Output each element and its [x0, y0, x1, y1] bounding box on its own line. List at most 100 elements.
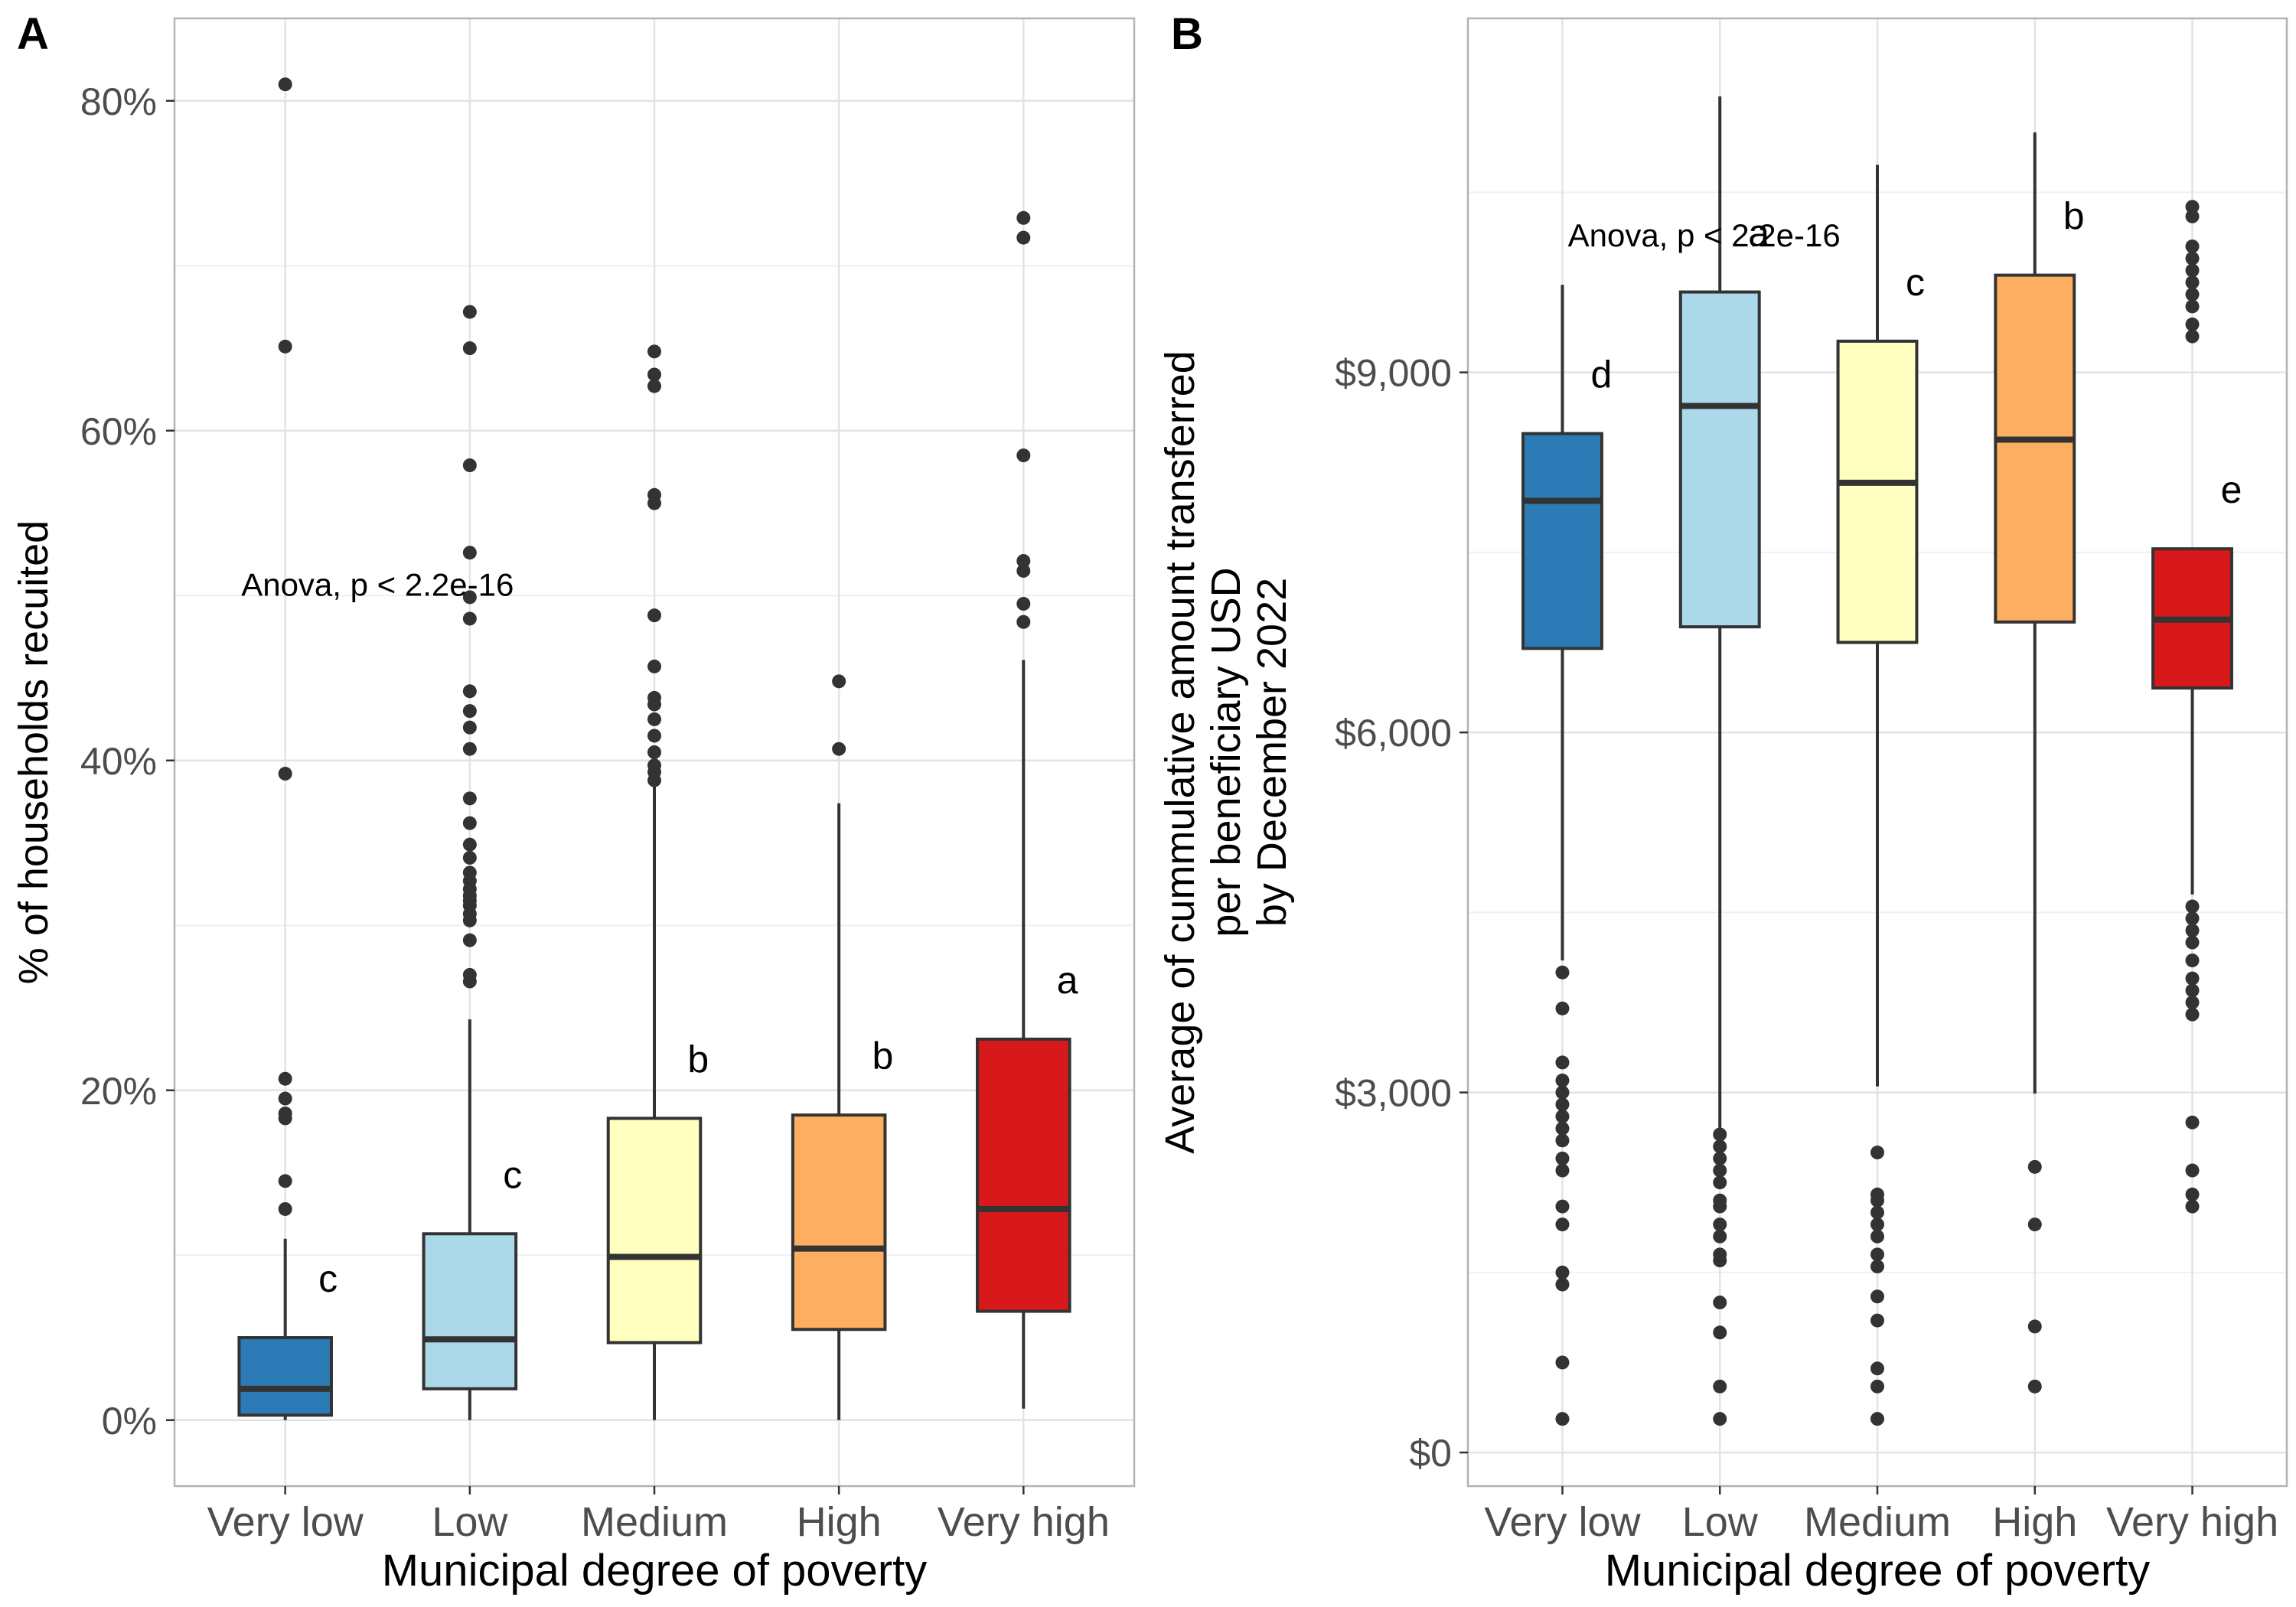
outlier-point: [1555, 1412, 1570, 1426]
outlier-point: [1555, 1265, 1570, 1279]
group-letter: b: [687, 1038, 709, 1081]
outlier-point: [1016, 563, 1031, 578]
group-letter: b: [872, 1035, 894, 1077]
outlier-point: [1713, 1163, 1727, 1178]
outlier-point: [647, 659, 661, 673]
outlier-point: [1713, 1151, 1727, 1165]
outlier-point: [647, 344, 661, 359]
outlier-point: [1870, 1313, 1884, 1328]
y-tick-label: $3,000: [1335, 1072, 1452, 1115]
outlier-point: [2185, 1007, 2200, 1022]
outlier-point: [2185, 299, 2200, 314]
x-tick-label: Low: [1682, 1499, 1759, 1545]
y-axis-label-line: per beneficiary USD: [1203, 567, 1249, 937]
outlier-point: [1870, 1260, 1884, 1274]
box-body: [976, 1037, 1071, 1313]
outlier-point: [2185, 995, 2200, 1009]
outlier-point: [832, 674, 846, 689]
outlier-point: [1870, 1205, 1884, 1220]
outlier-point: [278, 77, 292, 92]
y-axis-label-line: by December 2022: [1249, 578, 1295, 927]
outlier-point: [1555, 1073, 1570, 1087]
outlier-point: [2185, 287, 2200, 302]
outlier-point: [462, 742, 477, 756]
outlier-point: [1870, 1361, 1884, 1376]
outlier-point: [2185, 1199, 2200, 1214]
outlier-point: [2027, 1319, 2042, 1334]
y-tick-label: 80%: [80, 80, 157, 123]
outlier-point: [1713, 1325, 1727, 1340]
box-high: b: [791, 674, 894, 1420]
outlier-point: [1870, 1146, 1884, 1160]
outlier-point: [1713, 1127, 1727, 1142]
group-letter: c: [503, 1153, 522, 1196]
y-tick-label: 0%: [102, 1400, 157, 1442]
outlier-point: [1555, 1151, 1570, 1165]
outlier-point: [462, 611, 477, 626]
group-letter: a: [1057, 959, 1078, 1002]
x-tick-label: Very high: [2106, 1499, 2278, 1545]
outlier-point: [462, 305, 477, 319]
x-axis-label: Municipal degree of poverty: [1605, 1546, 2151, 1596]
outlier-point: [1016, 210, 1031, 225]
panel-letter: B: [1171, 9, 1203, 59]
outlier-point: [647, 608, 661, 623]
box-very-low: c: [237, 77, 338, 1420]
box-low: a: [1678, 96, 1769, 1426]
outlier-point: [278, 767, 292, 781]
panel-letter: A: [17, 9, 49, 59]
outlier-point: [462, 546, 477, 560]
outlier-point: [1713, 1229, 1727, 1244]
y-axis-label-line: % of households recuited: [11, 520, 57, 984]
outlier-point: [1016, 448, 1031, 463]
y-axis-label-line: Average of cummulative amount transferre…: [1157, 350, 1203, 1154]
outlier-point: [1555, 1097, 1570, 1112]
x-tick-label: Very low: [207, 1499, 364, 1545]
box-very-high: a: [976, 210, 1078, 1409]
outlier-point: [1555, 1085, 1570, 1100]
outlier-point: [1870, 1289, 1884, 1304]
x-tick-label: High: [1992, 1499, 2077, 1545]
outlier-point: [1870, 1187, 1884, 1201]
outlier-point: [647, 690, 661, 705]
outlier-point: [2185, 935, 2200, 950]
outlier-point: [1713, 1193, 1727, 1208]
outlier-point: [647, 367, 661, 382]
group-letter: c: [1906, 261, 1925, 304]
group-letter: a: [1748, 212, 1769, 255]
box-body: [1994, 273, 2076, 624]
outlier-point: [2185, 899, 2200, 914]
x-axis-label: Municipal degree of poverty: [382, 1546, 928, 1596]
outlier-point: [1555, 1277, 1570, 1292]
outlier-point: [2185, 239, 2200, 253]
outlier-point: [2185, 1187, 2200, 1201]
outlier-point: [1555, 1163, 1570, 1178]
outlier-point: [462, 865, 477, 880]
outlier-point: [1555, 1109, 1570, 1123]
outlier-point: [1713, 1175, 1727, 1190]
outlier-point: [1713, 1379, 1727, 1393]
outlier-point: [462, 967, 477, 982]
group-letter: d: [1591, 354, 1613, 396]
outlier-point: [2027, 1217, 2042, 1232]
outlier-point: [1555, 1133, 1570, 1148]
y-tick-label: $0: [1409, 1432, 1452, 1475]
outlier-point: [647, 758, 661, 773]
outlier-point: [1870, 1229, 1884, 1244]
outlier-point: [1016, 597, 1031, 611]
anova-annotation: Anova, p < 2.2e-16: [1568, 217, 1841, 253]
outlier-point: [462, 590, 477, 605]
outlier-point: [2027, 1159, 2042, 1174]
box-body: [237, 1336, 333, 1417]
box-body: [1521, 432, 1603, 650]
outlier-point: [1555, 1199, 1570, 1214]
outlier-point: [2185, 911, 2200, 926]
x-tick-label: Very low: [1484, 1499, 1641, 1545]
outlier-point: [462, 850, 477, 865]
outlier-point: [1870, 1379, 1884, 1393]
x-tick-label: Medium: [581, 1499, 728, 1545]
outlier-point: [1713, 1412, 1727, 1426]
outlier-point: [2185, 275, 2200, 290]
y-tick-label: 40%: [80, 740, 157, 783]
box-medium: b: [606, 344, 709, 1420]
